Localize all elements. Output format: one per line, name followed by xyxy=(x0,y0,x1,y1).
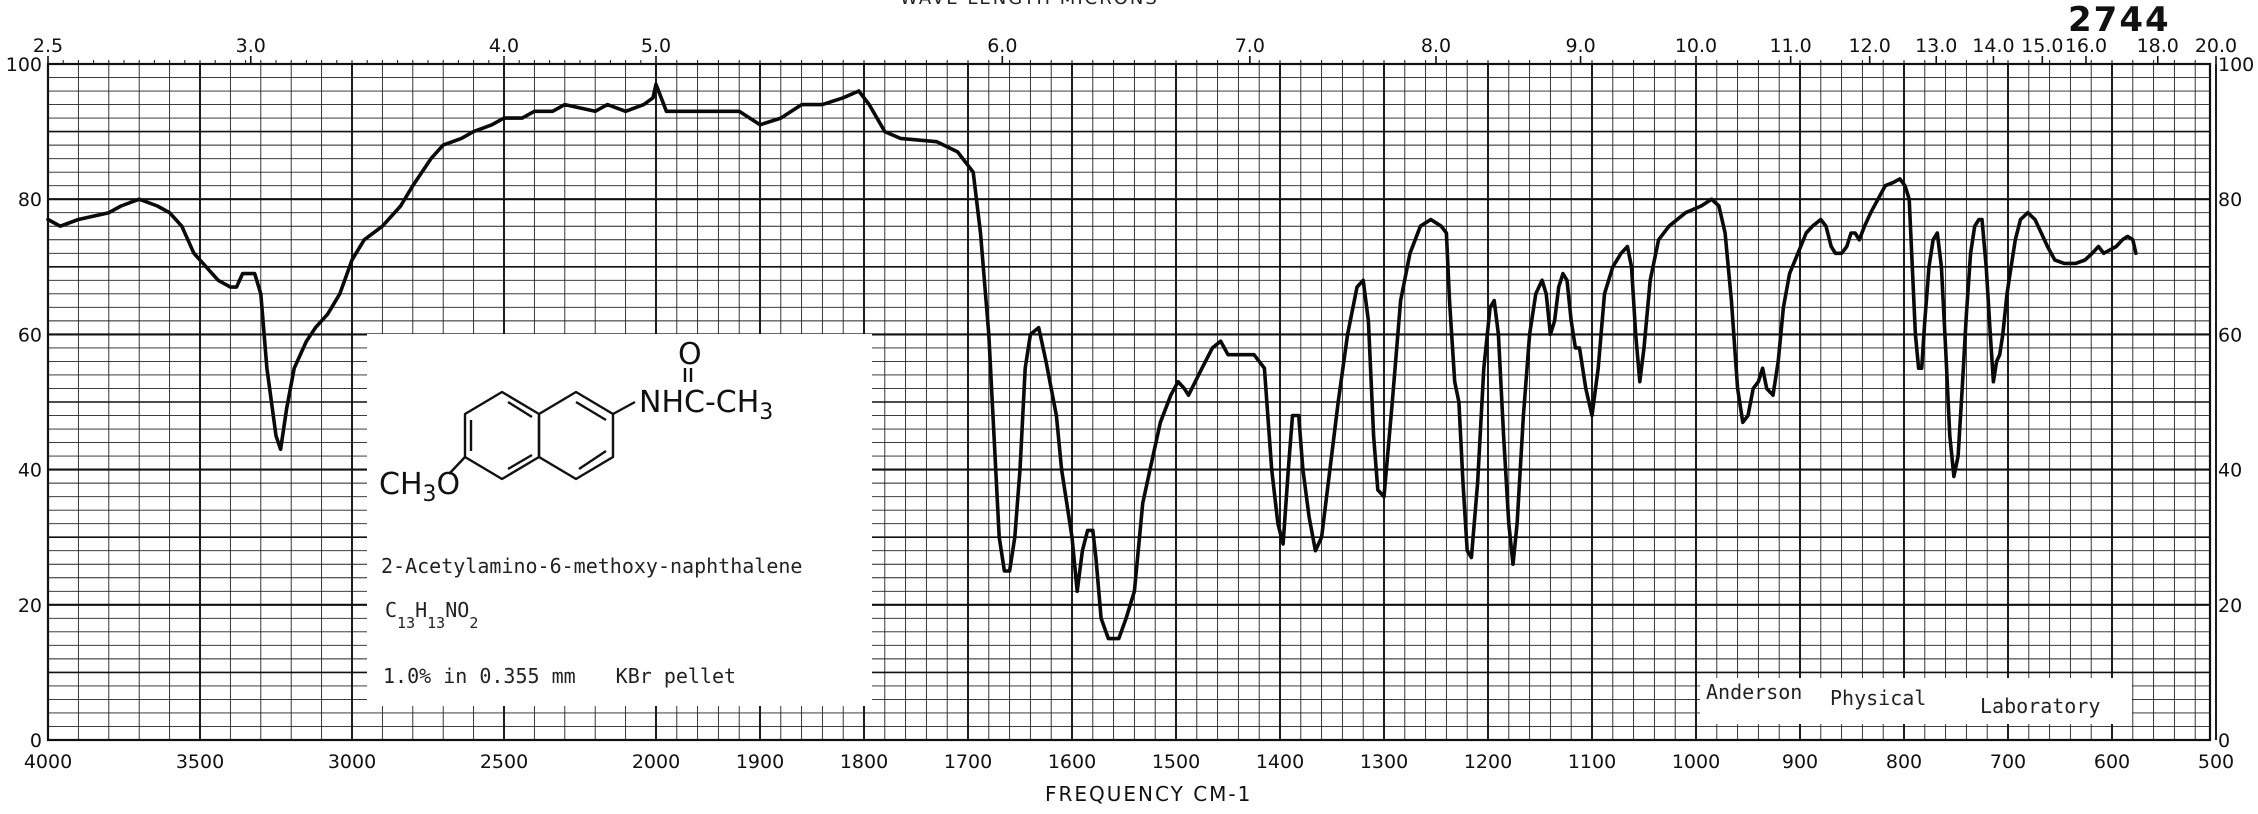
tick-label-top-6.0: 6.0 xyxy=(987,35,1017,57)
tick-label-x-3000: 3000 xyxy=(328,751,376,773)
carbonyl-oxygen-label: O xyxy=(678,337,702,372)
tick-label-left-80: 80 xyxy=(18,189,42,211)
tick-label-top-4.0: 4.0 xyxy=(489,35,519,57)
lab-word-3: Laboratory xyxy=(1980,694,2101,718)
tick-label-x-1300: 1300 xyxy=(1360,751,1408,773)
compound-name: 2-Acetylamino-6-methoxy-naphthalene xyxy=(381,554,803,578)
sample-conditions: 1.0% in 0.355 mm KBr pellet xyxy=(383,664,737,688)
tick-label-x-900: 900 xyxy=(1782,751,1818,773)
tick-label-x-1800: 1800 xyxy=(840,751,888,773)
molecular-formula: C13H13NO2 xyxy=(385,598,479,632)
left-transmittance-ticks: 0 20 40 60 80 100 xyxy=(6,54,42,752)
tick-label-top-10.0: 10.0 xyxy=(1675,35,1717,57)
right-transmittance-ticks: 0 20 40 60 80 100 xyxy=(2218,54,2254,752)
tick-label-top-13.0: 13.0 xyxy=(1915,35,1957,57)
tick-label-top-8.0: 8.0 xyxy=(1421,35,1451,57)
tick-label-top-15.0: 15.0 xyxy=(2021,35,2063,57)
tick-label-left-40: 40 xyxy=(18,460,42,482)
tick-label-right-60: 60 xyxy=(2218,324,2242,346)
tick-label-x-2500: 2500 xyxy=(480,751,528,773)
methoxy-group-label: CH3O xyxy=(379,467,460,507)
tick-label-top-12.0: 12.0 xyxy=(1849,35,1891,57)
tick-label-top-11.0: 11.0 xyxy=(1769,35,1811,57)
tick-label-left-0: 0 xyxy=(30,730,42,752)
tick-label-top-9.0: 9.0 xyxy=(1565,35,1595,57)
tick-label-right-20: 20 xyxy=(2218,595,2242,617)
tick-label-top-7.0: 7.0 xyxy=(1235,35,1265,57)
lab-word-2: Physical xyxy=(1830,686,1927,710)
tick-label-left-60: 60 xyxy=(18,324,42,346)
lab-word-1: Anderson xyxy=(1706,680,1803,704)
laboratory-label: Anderson Physical Laboratory xyxy=(1700,678,2132,724)
tick-label-x-1600: 1600 xyxy=(1048,751,1096,773)
tick-label-x-700: 700 xyxy=(1990,751,2026,773)
tick-label-top-20.0: 20.0 xyxy=(2195,35,2237,57)
tick-label-top-3.0: 3.0 xyxy=(236,35,266,57)
tick-label-x-1500: 1500 xyxy=(1152,751,1200,773)
tick-label-x-2000: 2000 xyxy=(632,751,680,773)
tick-label-x-500: 500 xyxy=(2198,751,2234,773)
compound-info-box: O NHC-CH3 CH3O 2-Acetylamino-6-methoxy-n… xyxy=(367,334,872,706)
tick-label-x-1400: 1400 xyxy=(1256,751,1304,773)
tick-label-x-1000: 1000 xyxy=(1672,751,1720,773)
tick-label-right-100: 100 xyxy=(2218,54,2254,76)
bottom-frequency-ticks: 4000 3500 3000 2500 2000 1900 1800 1700 1600 1500… xyxy=(24,751,2234,773)
tick-label-left-20: 20 xyxy=(18,595,42,617)
tick-label-top-14.0: 14.0 xyxy=(1972,35,2014,57)
tick-label-right-80: 80 xyxy=(2218,189,2242,211)
tick-label-x-1200: 1200 xyxy=(1464,751,1512,773)
tick-label-right-0: 0 xyxy=(2218,730,2230,752)
tick-label-x-1100: 1100 xyxy=(1568,751,1616,773)
tick-label-x-800: 800 xyxy=(1886,751,1922,773)
amide-group-label: NHC-CH3 xyxy=(639,385,773,425)
tick-label-x-3500: 3500 xyxy=(176,751,224,773)
molecular-structure-drawing: O NHC-CH3 CH3O xyxy=(379,337,773,507)
wavelength-axis-title: WAVE LENGTH MICRONS xyxy=(900,0,1159,9)
tick-label-top-18.0: 18.0 xyxy=(2137,35,2179,57)
tick-label-x-4000: 4000 xyxy=(24,751,72,773)
tick-label-top-2.5: 2.5 xyxy=(33,35,63,57)
tick-label-x-1900: 1900 xyxy=(736,751,784,773)
tick-label-x-600: 600 xyxy=(2094,751,2130,773)
x-axis-title: FREQUENCY CM-1 xyxy=(1045,782,1253,806)
tick-label-x-1700: 1700 xyxy=(944,751,992,773)
tick-label-left-100: 100 xyxy=(6,54,42,76)
spectrum-number: 2744 xyxy=(2068,0,2171,40)
plot-frame xyxy=(46,62,2212,742)
top-wavelength-ticks: 2.5 3.0 4.0 5.0 6.0 7.0 8.0 9.0 10.0 11.0 12.0 13.0… xyxy=(33,35,2237,64)
tick-label-right-40: 40 xyxy=(2218,460,2242,482)
spectrum-series-line xyxy=(46,82,2138,641)
tick-label-top-5.0: 5.0 xyxy=(641,35,671,57)
tick-label-top-16.0: 16.0 xyxy=(2065,35,2107,57)
